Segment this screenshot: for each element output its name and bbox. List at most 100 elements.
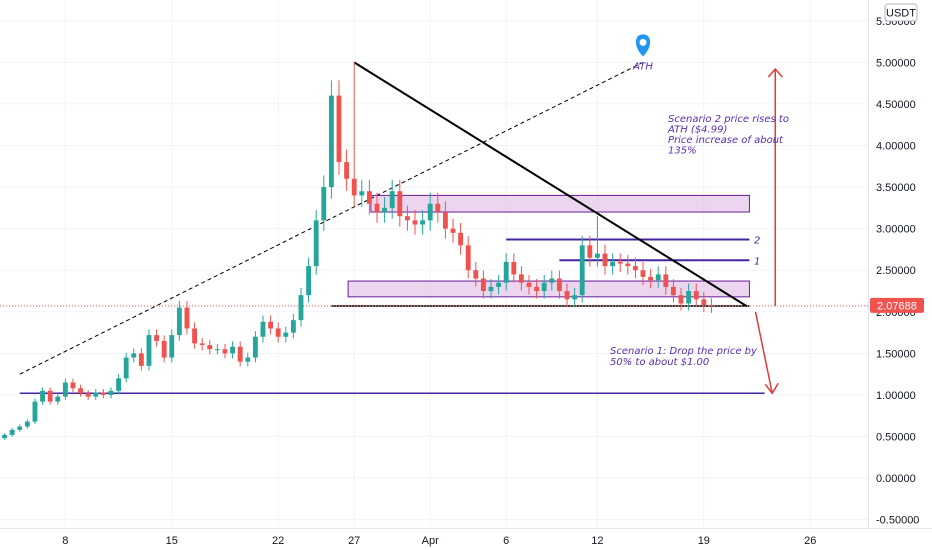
candle-body	[154, 335, 160, 341]
candle-body	[640, 270, 646, 277]
candle-body	[686, 291, 692, 304]
candle-body	[161, 340, 167, 358]
price-tick-label: 5.00000	[876, 57, 916, 69]
time-tick-label: 8	[62, 535, 68, 547]
resistance-zone	[370, 194, 750, 213]
candle-body	[40, 390, 45, 402]
candle-body	[328, 95, 334, 188]
candle-body	[511, 261, 517, 275]
scenario2-text: Scenario 2 price rises to	[668, 114, 789, 125]
candle-body	[564, 291, 570, 300]
candle-body	[214, 349, 220, 351]
candle-body	[473, 270, 479, 279]
candle-body	[610, 261, 616, 267]
candle-body	[587, 245, 593, 258]
candle-body	[184, 307, 190, 329]
drawing-lines	[0, 61, 868, 395]
grid	[0, 0, 868, 528]
candle-body	[336, 95, 342, 163]
price-tick-label: 4.50000	[876, 99, 916, 111]
time-tick-label: 27	[348, 535, 360, 547]
candle-body	[579, 245, 585, 296]
candle-body	[93, 392, 99, 397]
candle-body	[306, 266, 312, 296]
candles	[2, 62, 714, 440]
candle-body	[108, 390, 114, 395]
candle-body	[488, 286, 494, 292]
candle-body	[693, 291, 699, 300]
candle-body	[465, 245, 471, 271]
candle-body	[526, 282, 532, 287]
currency-badge[interactable]: USDT	[884, 3, 918, 22]
candle-body	[138, 353, 144, 366]
scenario2-text: Price increase of about	[668, 135, 784, 146]
candle-body	[9, 429, 15, 435]
candle-body	[169, 335, 175, 358]
candle-body	[389, 191, 395, 208]
ath-pin-dot	[639, 38, 647, 46]
candle-body	[298, 295, 304, 321]
candle-body	[366, 191, 372, 204]
ath-label: ATH	[632, 61, 653, 72]
level-label-1: 1	[754, 256, 760, 267]
candle-body	[632, 266, 638, 271]
candle-body	[442, 212, 448, 229]
candle-body	[404, 216, 410, 221]
price-tick-label: 0.50000	[876, 432, 916, 444]
candle-body	[313, 220, 319, 267]
candle-body	[374, 203, 380, 213]
candle-body	[268, 321, 274, 329]
candle-body	[85, 393, 91, 397]
candle-body	[382, 207, 388, 213]
candle-body	[572, 295, 578, 300]
candle-body	[397, 191, 403, 217]
candle-body	[260, 321, 266, 337]
resistance-zone	[347, 280, 750, 298]
candle-body	[55, 396, 61, 402]
candle-body	[359, 191, 365, 196]
price-tick-label: 3.00000	[876, 224, 916, 236]
candle-body	[655, 274, 661, 281]
time-tick-label: 22	[272, 535, 284, 547]
candle-body	[701, 299, 707, 306]
candle-body	[123, 357, 129, 379]
price-tick-label: 3.50000	[876, 182, 916, 194]
candle-body	[131, 353, 137, 358]
time-axis: 8 15 22 27 Apr 6 12 19 26	[62, 535, 816, 547]
candle-body	[534, 286, 540, 292]
scenario2-text: 135%	[668, 146, 697, 157]
scenario1-text: Scenario 1: Drop the price by	[610, 346, 758, 357]
candle-body	[678, 295, 684, 304]
candle-body	[146, 335, 152, 366]
candle-body	[290, 320, 296, 333]
candle-body	[344, 162, 350, 179]
time-tick-label: 26	[804, 535, 816, 547]
candle-body	[648, 276, 654, 281]
scenario2-text: ATH ($4.99)	[667, 125, 727, 136]
candle-body	[617, 261, 623, 264]
candle-body	[518, 274, 524, 283]
candle-body	[412, 220, 418, 225]
candle-body	[2, 434, 7, 439]
candle-body	[70, 382, 76, 389]
candle-body	[602, 253, 608, 267]
price-tick-label: 1.50000	[876, 348, 916, 360]
candle-body	[435, 203, 441, 213]
currency-label: USDT	[886, 8, 916, 20]
candle-body	[458, 232, 464, 246]
candle-body	[670, 286, 676, 296]
candle-body	[594, 253, 600, 258]
time-tick-label: 6	[503, 535, 509, 547]
candle-body	[503, 261, 509, 283]
candle-body	[230, 346, 236, 354]
candle-body	[321, 187, 327, 221]
price-tick-label: 4.00000	[876, 141, 916, 153]
price-tick-label: 1.00000	[876, 390, 916, 402]
candle-body	[100, 392, 106, 395]
candle-body	[450, 228, 456, 233]
candle-body	[47, 390, 53, 402]
price-tick-label: -0.50000	[876, 515, 919, 527]
time-tick-label: Apr	[422, 535, 439, 547]
